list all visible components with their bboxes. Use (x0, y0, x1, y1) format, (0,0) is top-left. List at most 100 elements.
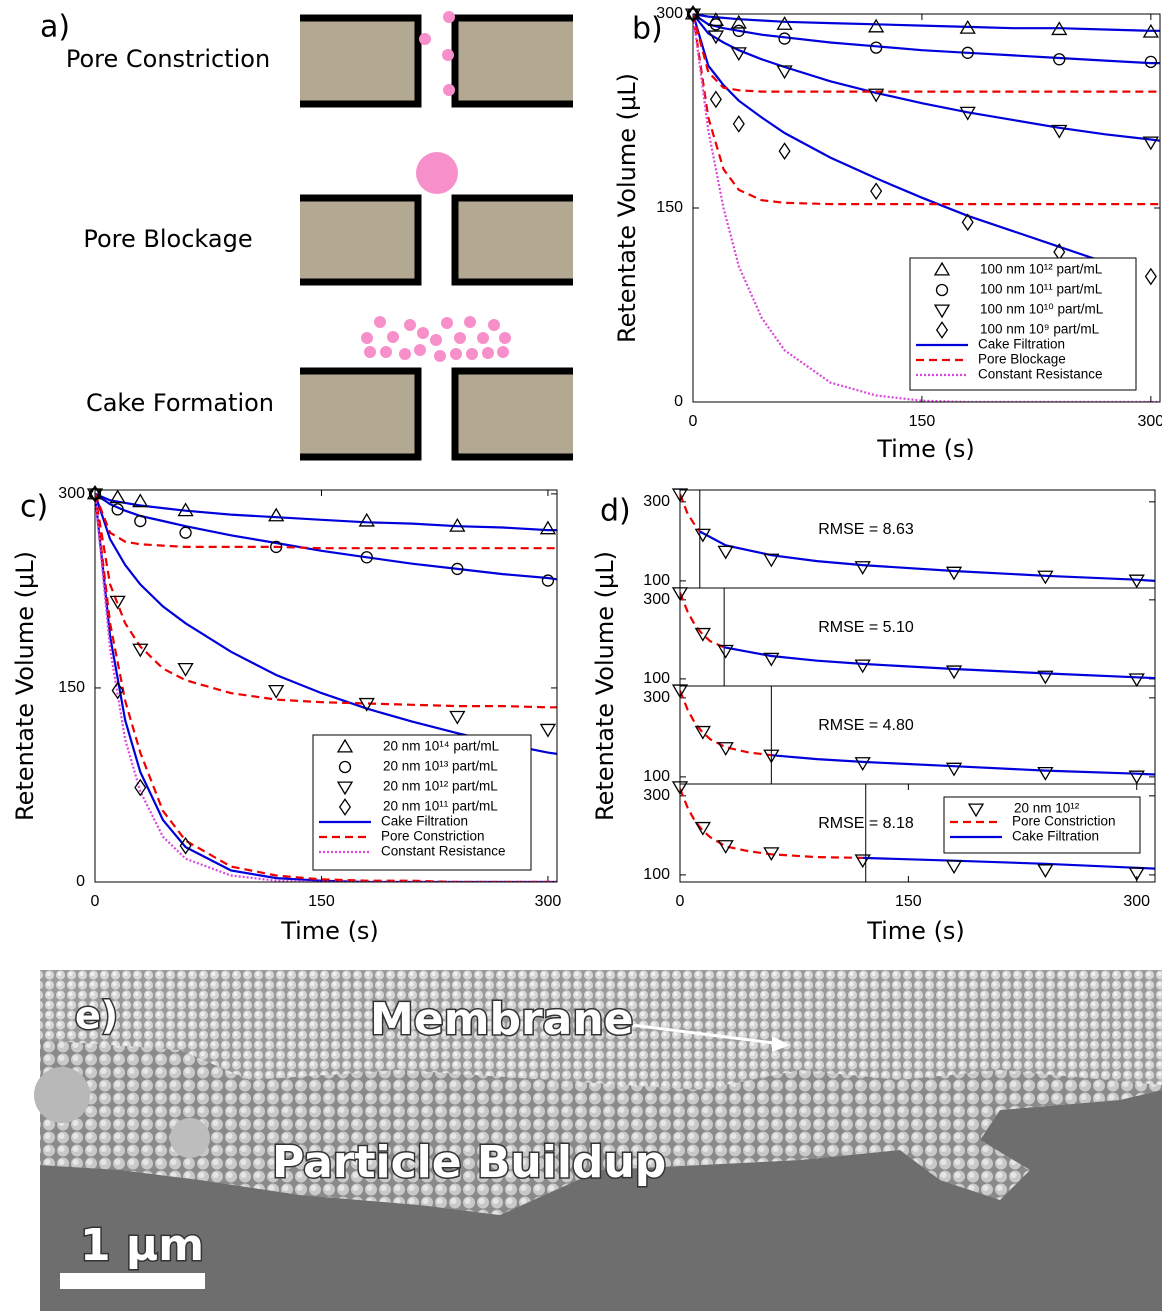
mechanism-label: Pore Blockage (83, 225, 252, 253)
marker (1130, 674, 1144, 686)
x-tick-label: 300 (535, 893, 562, 910)
annotation: Membrane (370, 994, 634, 1045)
fit-curve (693, 14, 1160, 204)
marker (734, 116, 745, 131)
x-axis-label: Time (s) (876, 435, 975, 463)
marker (180, 527, 191, 538)
fit-curve (693, 14, 1160, 141)
annotation: Particle Buildup (272, 1137, 666, 1188)
marker (856, 660, 870, 672)
annotation: RMSE = 8.18 (818, 815, 914, 832)
x-axis-label: Time (s) (866, 917, 965, 945)
x-tick-label: 0 (91, 893, 100, 910)
marker (1038, 571, 1052, 583)
y-tick-label: 300 (643, 493, 670, 510)
panel-label: e) (75, 994, 118, 1038)
panel-label: d) (600, 494, 631, 529)
fit-curve (95, 494, 557, 579)
y-axis-label: Retentate Volume (μL) (613, 73, 641, 343)
y-tick-label: 150 (656, 199, 683, 216)
x-tick-label: 150 (895, 893, 922, 910)
axes-box (680, 490, 1155, 588)
legend-label: 100 nm 10¹² part/mL (980, 262, 1103, 277)
legend-label: 100 nm 10⁹ part/mL (980, 322, 1100, 337)
marker (269, 509, 283, 521)
fit-curve (693, 14, 1160, 31)
x-tick-label: 150 (909, 413, 936, 430)
legend-label: 20 nm 10¹² part/mL (383, 779, 498, 794)
panel-label: a) (40, 10, 70, 45)
x-tick-label: 0 (676, 893, 685, 910)
legend-label: 20 nm 10¹⁴ part/mL (383, 739, 500, 754)
y-tick-label: 100 (643, 768, 670, 785)
marker (711, 92, 722, 107)
fit-curve (680, 494, 700, 532)
marker (179, 664, 193, 676)
axes-box (680, 588, 1155, 686)
y-tick-label: 300 (643, 787, 670, 804)
marker (450, 712, 464, 724)
fit-curve (700, 532, 1155, 581)
marker (1038, 865, 1052, 877)
legend-label: Cake Filtration (381, 814, 468, 829)
annotation: RMSE = 4.80 (818, 717, 914, 734)
marker (541, 522, 555, 534)
marker (856, 758, 870, 770)
y-tick-label: 100 (643, 572, 670, 589)
y-tick-label: 0 (674, 393, 683, 410)
legend-label: Cake Filtration (1012, 829, 1099, 844)
y-tick-label: 300 (58, 485, 85, 502)
fit-curve (863, 858, 1155, 869)
y-axis-label: Retentate Volume (μL) (591, 551, 619, 821)
x-tick-label: 150 (308, 893, 335, 910)
x-tick-label: 300 (1123, 893, 1150, 910)
legend-label: Constant Resistance (381, 844, 506, 859)
figure: a) Pore Constriction Pore Blockage Cake … (0, 0, 1162, 1311)
marker (856, 562, 870, 574)
fit-curve (95, 494, 557, 530)
marker (269, 686, 283, 698)
legend-label: Constant Resistance (978, 367, 1103, 382)
mechanism-label: Cake Formation (86, 389, 274, 417)
x-tick-label: 0 (689, 413, 698, 430)
legend-label: Pore Constriction (381, 829, 485, 844)
y-tick-label: 100 (643, 866, 670, 883)
marker (541, 724, 555, 736)
legend-label: 20 nm 10¹¹ part/mL (383, 799, 498, 814)
marker (135, 516, 146, 527)
y-tick-label: 300 (643, 689, 670, 706)
annotation: RMSE = 8.63 (818, 521, 914, 538)
marker (779, 143, 790, 158)
marker (1146, 269, 1157, 284)
scale-bar-label: 1 μm (80, 1220, 204, 1271)
fit-curve (771, 755, 1155, 774)
legend-label: Cake Filtration (978, 337, 1065, 352)
legend-label: Pore Constriction (1012, 814, 1116, 829)
marker (1130, 575, 1144, 587)
pore-diagram (300, 11, 573, 460)
annotation: RMSE = 5.10 (818, 619, 914, 636)
y-tick-label: 0 (76, 873, 85, 890)
legend-label: 100 nm 10¹⁰ part/mL (980, 302, 1104, 317)
marker (947, 567, 961, 579)
fit-curve (95, 494, 557, 707)
marker (360, 514, 374, 526)
x-tick-label: 300 (1137, 413, 1162, 430)
marker (542, 575, 553, 586)
panel-label: c) (20, 490, 48, 525)
axes-box (680, 686, 1155, 784)
fit-curve (693, 14, 1105, 262)
y-tick-label: 300 (643, 591, 670, 608)
marker (871, 183, 882, 198)
y-tick-label: 100 (643, 670, 670, 687)
fit-curve (724, 647, 1155, 678)
y-axis-label: Retentate Volume (μL) (11, 551, 39, 821)
mechanism-label: Pore Constriction (66, 45, 270, 73)
y-tick-label: 150 (58, 679, 85, 696)
legend-label: Pore Blockage (978, 352, 1066, 367)
marker (778, 17, 792, 29)
legend-label: 20 nm 10¹³ part/mL (383, 759, 498, 774)
marker (869, 20, 883, 32)
marker (719, 546, 733, 558)
fit-curve (95, 494, 557, 754)
